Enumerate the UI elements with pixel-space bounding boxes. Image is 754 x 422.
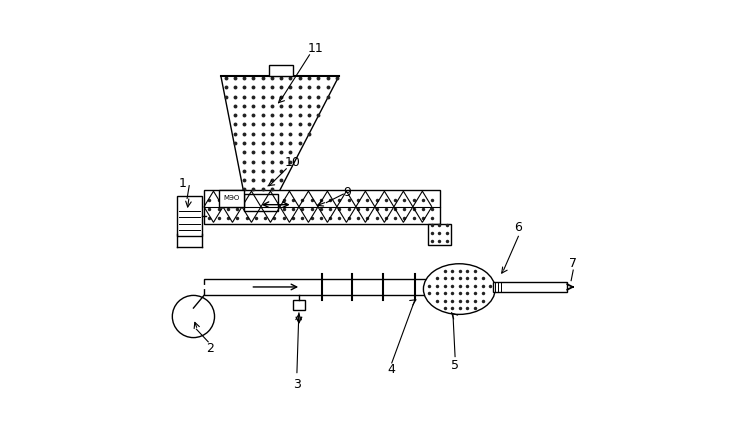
Ellipse shape <box>424 264 495 314</box>
Text: 3: 3 <box>293 378 301 390</box>
Bar <box>244 194 277 211</box>
Text: 6: 6 <box>514 222 523 234</box>
Text: 9: 9 <box>344 186 351 198</box>
Text: 1: 1 <box>179 177 187 190</box>
Text: 2: 2 <box>207 342 214 354</box>
Bar <box>219 190 244 207</box>
Circle shape <box>173 295 215 338</box>
Text: 5: 5 <box>451 359 459 371</box>
Text: 4: 4 <box>388 363 396 376</box>
Bar <box>204 279 474 295</box>
Bar <box>269 65 293 76</box>
Bar <box>493 282 567 292</box>
Text: 10: 10 <box>285 156 301 169</box>
Text: 7: 7 <box>569 257 578 270</box>
Bar <box>428 224 451 245</box>
Bar <box>293 300 305 310</box>
Text: 11: 11 <box>308 42 323 55</box>
Polygon shape <box>221 76 339 194</box>
Text: МЭО: МЭО <box>223 195 240 201</box>
Bar <box>204 190 440 224</box>
Bar <box>176 196 202 236</box>
